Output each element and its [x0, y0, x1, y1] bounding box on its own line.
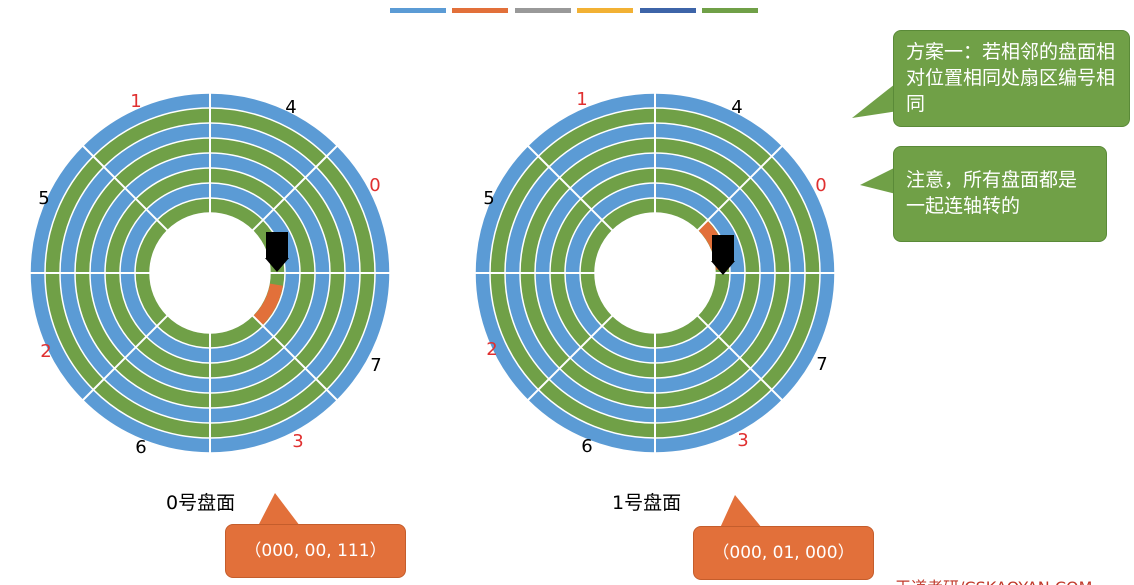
sector-divider — [696, 144, 784, 232]
bar-seg — [577, 8, 633, 13]
disk-name: 1号盘面 — [612, 492, 682, 514]
head — [266, 232, 288, 258]
sector-label: 4 — [285, 97, 296, 118]
sector-divider — [526, 314, 614, 402]
bar-seg — [452, 8, 508, 13]
sector-label: 5 — [38, 188, 49, 209]
address: （000, 00, 111） — [225, 524, 406, 578]
bar-seg — [702, 8, 758, 13]
color-bar — [390, 8, 758, 13]
sector-divider — [81, 314, 169, 402]
callout: 注意，所有盘面都是一起连轴转的 — [893, 146, 1107, 242]
sector-label: 6 — [135, 437, 146, 458]
sector-label: 7 — [816, 354, 827, 375]
callout-tail — [258, 493, 300, 526]
sector-divider — [526, 144, 614, 232]
callout-tail — [720, 495, 762, 528]
callout-tail — [860, 165, 900, 195]
sector-divider — [81, 144, 169, 232]
sector-label: 2 — [40, 341, 51, 362]
bar-seg — [640, 8, 696, 13]
sector-label: 0 — [815, 175, 826, 196]
disk-name: 0号盘面 — [166, 492, 236, 514]
bar-seg — [515, 8, 571, 13]
sector-divider — [251, 144, 339, 232]
sector-label: 2 — [486, 339, 497, 360]
sector-label: 3 — [292, 431, 303, 452]
address: （000, 01, 000） — [693, 526, 874, 580]
sector-label: 1 — [130, 91, 141, 112]
current-sector — [253, 283, 283, 326]
head-arrow — [711, 261, 735, 275]
sector-divider — [696, 314, 784, 402]
sector-label: 4 — [731, 97, 742, 118]
callout-tail — [852, 80, 905, 118]
head-arrow — [265, 258, 289, 272]
watermark: 王道考研/CSKAOYAN.COM — [895, 574, 1092, 585]
bar-seg — [390, 8, 446, 13]
sector-label: 0 — [369, 175, 380, 196]
sector-label: 3 — [737, 430, 748, 451]
sector-label: 1 — [576, 89, 587, 110]
head — [712, 235, 734, 261]
sector-divider — [251, 314, 339, 402]
sector-label: 5 — [483, 188, 494, 209]
callout: 方案一：若相邻的盘面相对位置相同处扇区编号相同 — [893, 30, 1130, 127]
sector-label: 7 — [370, 355, 381, 376]
sector-label: 6 — [581, 436, 592, 457]
